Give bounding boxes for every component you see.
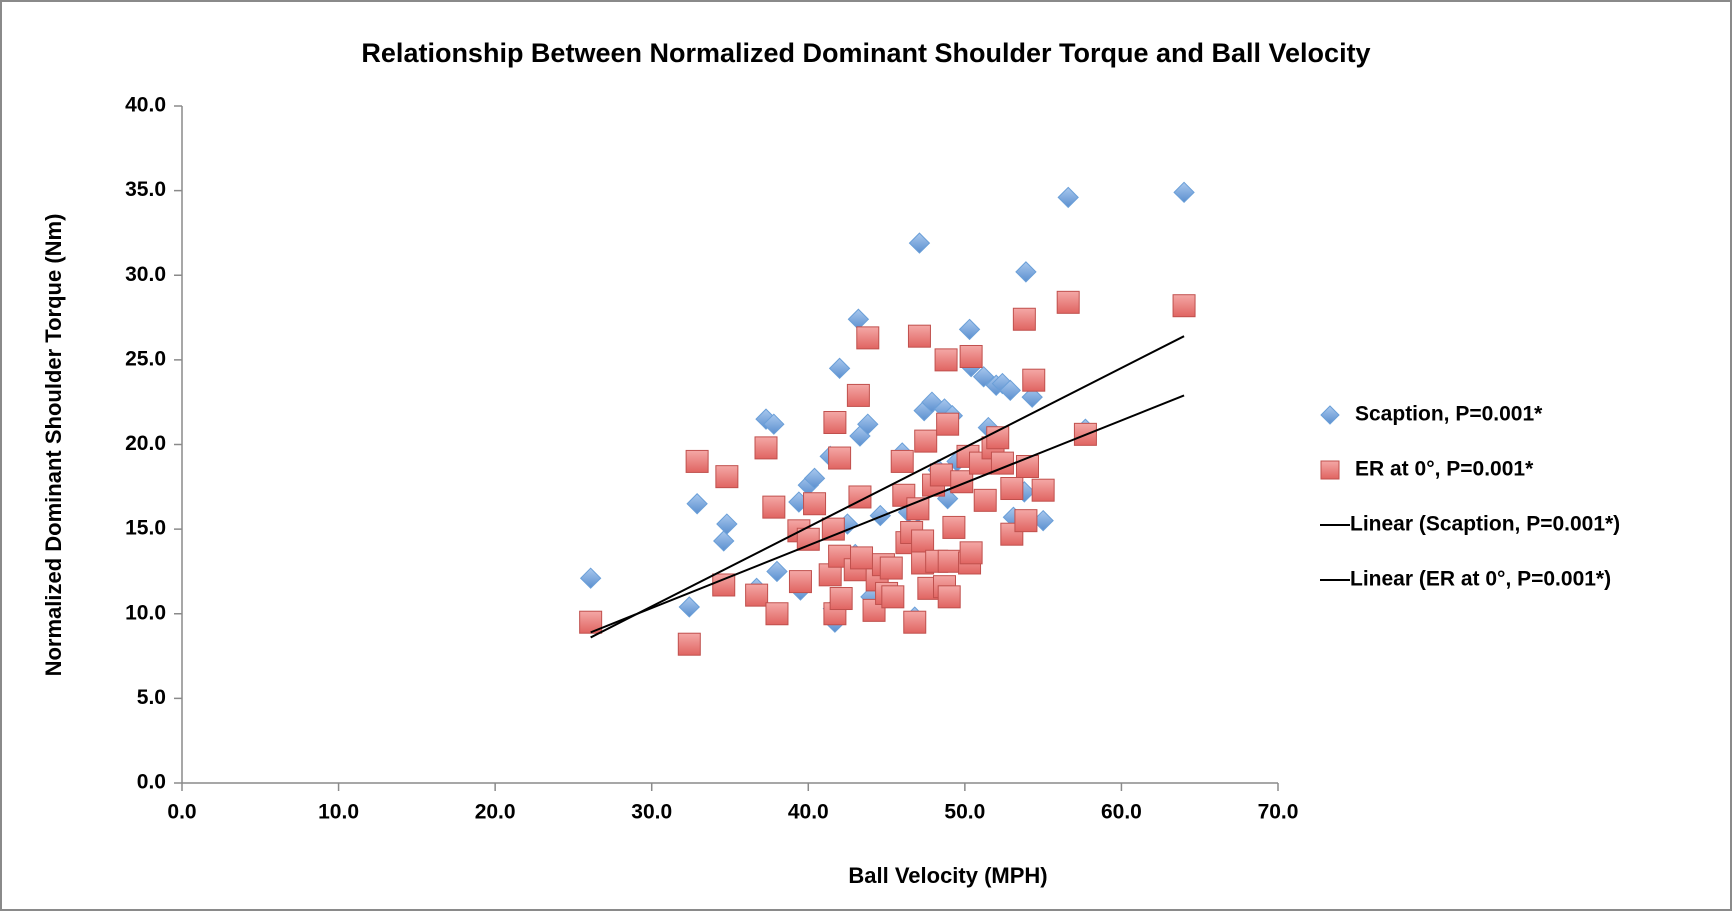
plot-area: 0.0 5.0 10.0 15.0 20.0 25.0 30.0 35.0 40.0 0.0 10.…	[125, 94, 1298, 824]
point	[686, 493, 708, 515]
point	[1173, 181, 1195, 204]
point	[856, 326, 880, 350]
point	[788, 570, 812, 594]
legend-label: Linear (Scaption, P=0.001*)	[1350, 513, 1620, 536]
legend-marker	[1320, 460, 1340, 480]
x-tick-label: 30.0	[631, 801, 672, 824]
point	[869, 504, 892, 527]
point	[1021, 386, 1043, 408]
point	[803, 492, 827, 516]
point	[745, 583, 769, 607]
point	[973, 488, 997, 512]
point	[907, 324, 931, 348]
point	[766, 560, 788, 583]
point	[936, 412, 960, 436]
chart-title: Relationship Between Normalized Dominant…	[361, 38, 1370, 68]
point	[903, 610, 927, 634]
point	[821, 517, 845, 541]
legend-marker	[1320, 405, 1340, 425]
point	[958, 318, 981, 341]
point	[846, 383, 870, 407]
point	[796, 527, 820, 551]
point	[685, 449, 709, 473]
point	[1022, 368, 1046, 392]
y-tick-label: 40.0	[125, 94, 166, 117]
point	[999, 379, 1021, 402]
point	[929, 463, 953, 487]
point	[1031, 478, 1055, 502]
point	[1014, 509, 1038, 533]
trend-line	[590, 335, 1185, 639]
y-tick-label: 0.0	[137, 771, 166, 794]
x-tick-label: 50.0	[944, 801, 985, 824]
y-tick-label: 20.0	[125, 432, 166, 455]
x-tick-label: 40.0	[788, 801, 829, 824]
point	[857, 413, 879, 435]
trend-line	[590, 394, 1185, 634]
point	[1000, 477, 1024, 501]
point	[1057, 186, 1079, 209]
point	[579, 610, 603, 634]
point	[911, 529, 935, 553]
y-tick-label: 30.0	[125, 263, 166, 286]
point	[828, 357, 851, 380]
point	[762, 495, 786, 519]
point	[754, 436, 778, 460]
point	[713, 530, 735, 552]
point	[881, 585, 905, 609]
y-tick-label: 15.0	[125, 517, 166, 540]
x-tick-label: 0.0	[167, 801, 196, 824]
point	[579, 567, 602, 589]
y-tick-label: 25.0	[125, 347, 166, 370]
point	[942, 515, 966, 539]
point	[677, 632, 701, 656]
point	[803, 467, 826, 490]
point	[1172, 294, 1196, 318]
point	[986, 426, 1010, 450]
point	[823, 410, 847, 434]
point	[763, 413, 785, 435]
point	[972, 366, 995, 388]
point	[1056, 290, 1080, 314]
x-tick-label: 70.0	[1258, 801, 1299, 824]
point	[678, 596, 700, 618]
point	[1012, 307, 1036, 331]
point	[829, 587, 853, 611]
point	[1015, 261, 1037, 283]
y-tick-label: 5.0	[137, 686, 166, 709]
point	[850, 546, 874, 570]
point	[959, 344, 983, 368]
point	[890, 449, 914, 473]
point	[937, 585, 961, 609]
point	[716, 513, 738, 535]
point	[934, 348, 958, 372]
y-tick-label: 35.0	[125, 178, 166, 201]
point	[914, 429, 938, 453]
legend-label: Scaption, P=0.001*	[1355, 403, 1543, 426]
point	[937, 549, 961, 573]
point	[765, 602, 789, 626]
legend-label: ER at 0°, P=0.001*	[1355, 458, 1534, 481]
point	[712, 573, 736, 597]
point	[879, 556, 903, 580]
point	[715, 465, 739, 489]
point	[959, 541, 983, 565]
x-tick-label: 10.0	[318, 801, 359, 824]
x-tick-label: 20.0	[475, 801, 516, 824]
x-tick-label: 60.0	[1101, 801, 1142, 824]
point	[908, 232, 931, 254]
x-axis-title: Ball Velocity (MPH)	[848, 863, 1047, 888]
point	[828, 446, 852, 470]
legend: Scaption, P=0.001* ER at 0°, P=0.001* Line…	[1320, 403, 1620, 591]
y-axis-title: Normalized Dominant Shoulder Torque (Nm)	[41, 214, 66, 677]
y-tick-label: 10.0	[125, 601, 166, 624]
legend-label: Linear (ER at 0°, P=0.001*)	[1350, 568, 1611, 591]
